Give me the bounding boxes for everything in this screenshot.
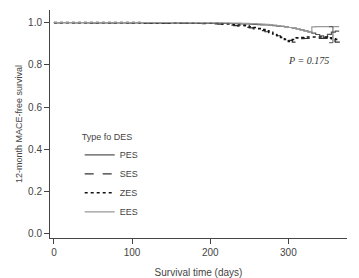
svg-text:P = 0.175: P = 0.175	[288, 55, 329, 66]
svg-text:PES: PES	[120, 150, 138, 160]
svg-text:ZES: ZES	[120, 188, 138, 198]
svg-text:SES: SES	[120, 169, 138, 179]
svg-text:Type fo DES: Type fo DES	[82, 132, 133, 142]
svg-text:12-month MACE-free survival: 12-month MACE-free survival	[14, 65, 24, 183]
svg-text:0.2: 0.2	[28, 186, 42, 197]
svg-text:0.0: 0.0	[28, 228, 42, 239]
svg-text:0.8: 0.8	[28, 59, 42, 70]
svg-text:300: 300	[280, 247, 297, 258]
svg-text:EES: EES	[120, 207, 138, 217]
svg-text:Survival time (days): Survival time (days)	[155, 267, 243, 278]
svg-text:1.0: 1.0	[28, 17, 42, 28]
svg-text:0.6: 0.6	[28, 102, 42, 113]
svg-text:0.4: 0.4	[28, 144, 42, 155]
svg-text:0: 0	[51, 247, 57, 258]
svg-text:200: 200	[202, 247, 219, 258]
svg-text:100: 100	[124, 247, 141, 258]
